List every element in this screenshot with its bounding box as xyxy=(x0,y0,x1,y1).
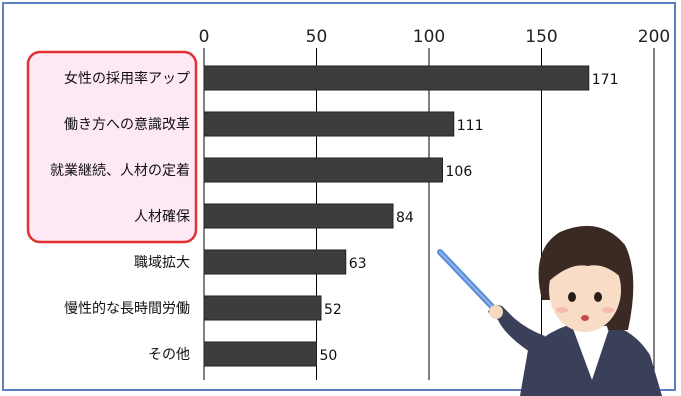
bars xyxy=(203,65,590,367)
category-label: 就業継続、人材の定着 xyxy=(50,162,190,179)
x-tick-label: 150 xyxy=(525,27,557,47)
category-label: 働き方への意識改革 xyxy=(64,116,190,133)
bar xyxy=(203,203,394,229)
x-tick-label: 0 xyxy=(199,27,210,47)
bar xyxy=(203,65,590,91)
value-label: 106 xyxy=(446,164,473,180)
bar xyxy=(203,249,347,275)
value-label: 171 xyxy=(592,72,619,88)
value-label: 63 xyxy=(349,256,367,272)
presenter-arm xyxy=(488,304,545,352)
value-label: 52 xyxy=(324,302,342,318)
category-labels: 女性の採用率アップ働き方への意識改革就業継続、人材の定着人材確保職域拡大慢性的な… xyxy=(50,70,190,363)
category-label: 女性の採用率アップ xyxy=(64,70,190,87)
x-tick-labels: 0 50 100 150 200 xyxy=(199,27,671,47)
x-tick-label: 50 xyxy=(306,27,328,47)
category-label: その他 xyxy=(148,347,190,363)
highlight-box xyxy=(26,50,198,244)
value-label: 111 xyxy=(457,118,484,134)
bar xyxy=(203,295,322,321)
category-label: 慢性的な長時間労働 xyxy=(64,300,190,317)
value-label: 84 xyxy=(396,210,414,226)
value-label: 50 xyxy=(320,348,338,364)
bar xyxy=(203,341,317,367)
bar xyxy=(203,157,443,183)
presenter-illustration xyxy=(437,225,662,396)
x-tick-label: 200 xyxy=(638,27,670,47)
category-label: 職域拡大 xyxy=(134,255,190,271)
value-labels: 171 111 106 84 63 52 50 xyxy=(320,72,619,364)
x-tick-label: 100 xyxy=(413,27,445,47)
category-label: 人材確保 xyxy=(134,209,190,225)
bar xyxy=(203,111,455,137)
